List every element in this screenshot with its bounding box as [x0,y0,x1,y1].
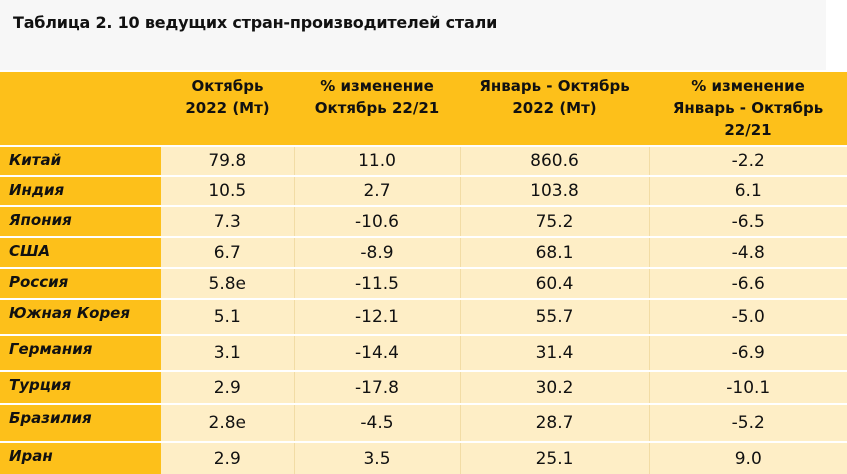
october-change-cell: -17.8 [293,370,460,404]
october-change-cell: -8.9 [293,236,460,268]
ytd-change-cell: -6.6 [648,267,847,299]
country-cell: Германия [0,334,161,371]
ytd-change-cell: -5.0 [648,298,847,335]
table-row: Иран 2.9 3.5 25.1 9.0 [0,441,847,474]
country-cell: Китай [0,145,161,176]
table-row: Япония 7.3 -10.6 75.2 -6.5 [0,205,847,237]
october-change-cell: -10.6 [293,205,460,237]
october-value-cell: 5.8e [161,267,294,299]
header-line: Январь - Октябрь [479,77,630,95]
country-cell: Иран [0,441,161,474]
ytd-change-cell: -2.2 [648,145,847,176]
header-line: 2022 (Мт) [512,99,597,117]
header-line: 22/21 [724,121,772,139]
header-line: Октябрь [191,77,264,95]
ytd-value-cell: 28.7 [459,403,649,442]
steel-producers-table: Октябрь 2022 (Мт) % изменение Октябрь 22… [0,72,847,474]
country-cell: Турция [0,370,161,404]
october-change-cell: -12.1 [293,298,460,335]
october-value-cell: 5.1 [161,298,294,335]
table-header-row: Октябрь 2022 (Мт) % изменение Октябрь 22… [0,72,847,146]
header-line: Январь - Октябрь [672,99,824,117]
table-row: Турция 2.9 -17.8 30.2 -10.1 [0,370,847,404]
header-line: 2022 (Мт) [185,99,270,117]
october-change-cell: 3.5 [293,441,460,474]
ytd-value-cell: 103.8 [459,175,649,206]
october-change-cell: -14.4 [293,334,460,371]
table-row: Бразилия 2.8e -4.5 28.7 -5.2 [0,403,847,442]
october-change-cell: 11.0 [293,145,460,176]
ytd-change-cell: -6.9 [648,334,847,371]
header-october-change: % изменение Октябрь 22/21 [294,72,460,146]
header-line: Октябрь 22/21 [314,99,440,117]
country-cell: США [0,236,161,268]
ytd-value-cell: 68.1 [459,236,649,268]
october-value-cell: 2.8e [161,403,294,442]
table-row: Индия 10.5 2.7 103.8 6.1 [0,175,847,206]
ytd-value-cell: 31.4 [459,334,649,371]
table-row: Южная Корея 5.1 -12.1 55.7 -5.0 [0,298,847,335]
country-cell: Япония [0,205,161,237]
header-line: % изменение [320,77,434,95]
title-bar: Таблица 2. 10 ведущих стран-производител… [0,0,826,70]
country-cell: Южная Корея [0,298,161,335]
table-row: Германия 3.1 -14.4 31.4 -6.9 [0,334,847,371]
ytd-change-cell: 6.1 [648,175,847,206]
header-jan-oct-change: % изменение Январь - Октябрь 22/21 [649,72,847,146]
october-change-cell: -4.5 [293,403,460,442]
header-october-2022: Октябрь 2022 (Мт) [161,72,294,146]
october-value-cell: 2.9 [161,441,294,474]
country-cell: Россия [0,267,161,299]
country-cell: Индия [0,175,161,206]
october-value-cell: 2.9 [161,370,294,404]
country-cell: Бразилия [0,403,161,442]
ytd-value-cell: 55.7 [459,298,649,335]
october-value-cell: 79.8 [161,145,294,176]
header-country [0,72,161,146]
ytd-change-cell: 9.0 [648,441,847,474]
october-change-cell: 2.7 [293,175,460,206]
october-value-cell: 7.3 [161,205,294,237]
ytd-value-cell: 75.2 [459,205,649,237]
october-value-cell: 6.7 [161,236,294,268]
october-value-cell: 3.1 [161,334,294,371]
ytd-value-cell: 30.2 [459,370,649,404]
ytd-value-cell: 60.4 [459,267,649,299]
ytd-change-cell: -10.1 [648,370,847,404]
header-line: % изменение [691,77,805,95]
table-row: Россия 5.8e -11.5 60.4 -6.6 [0,267,847,299]
october-value-cell: 10.5 [161,175,294,206]
table-row: Китай 79.8 11.0 860.6 -2.2 [0,145,847,176]
ytd-change-cell: -6.5 [648,205,847,237]
header-jan-oct-2022: Январь - Октябрь 2022 (Мт) [460,72,649,146]
ytd-change-cell: -4.8 [648,236,847,268]
ytd-value-cell: 860.6 [459,145,649,176]
ytd-change-cell: -5.2 [648,403,847,442]
table-title: Таблица 2. 10 ведущих стран-производител… [13,13,498,32]
october-change-cell: -11.5 [293,267,460,299]
ytd-value-cell: 25.1 [459,441,649,474]
table-row: США 6.7 -8.9 68.1 -4.8 [0,236,847,268]
